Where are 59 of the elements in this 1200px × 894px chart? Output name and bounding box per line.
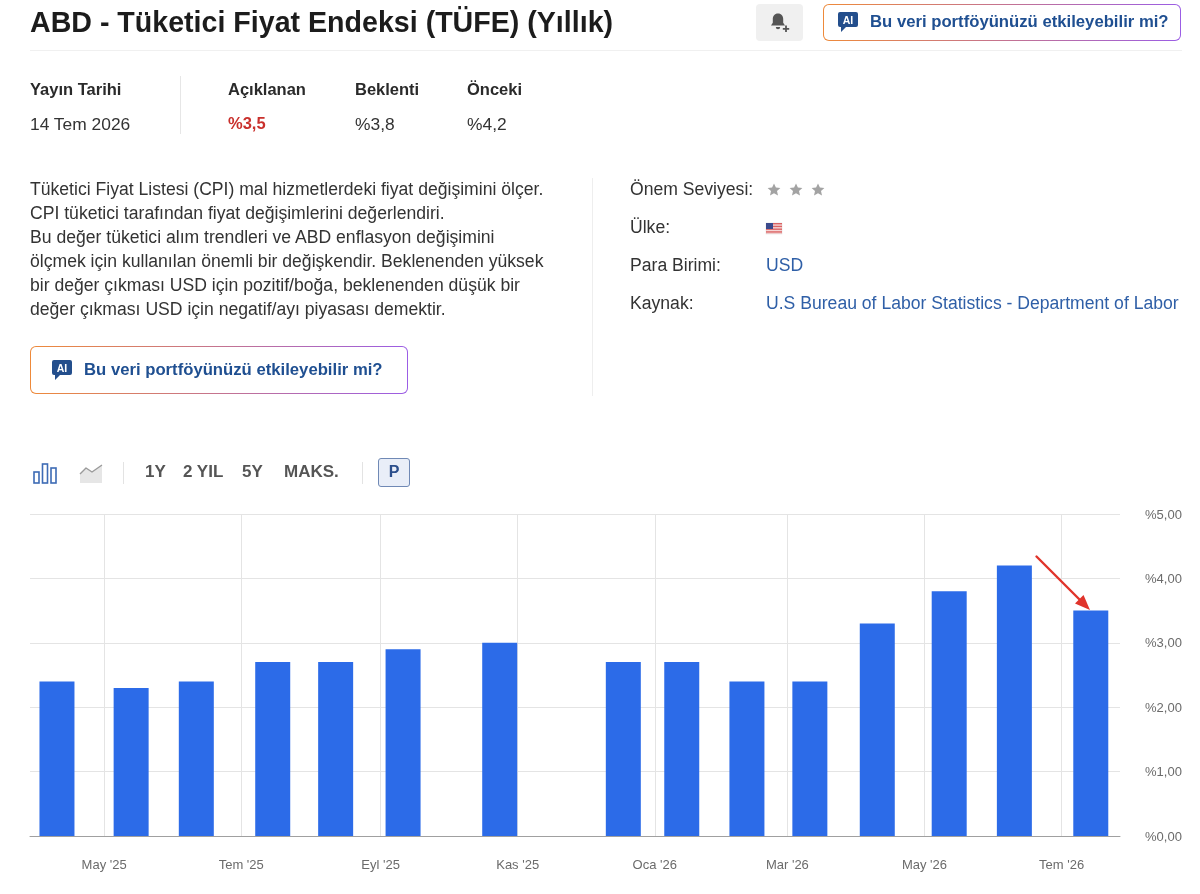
text: %3,5 (228, 114, 266, 134)
text: Açıklanan (228, 80, 306, 100)
x-tick-label: May '26 (901, 857, 948, 872)
text: 5Y (242, 461, 263, 483)
bar (482, 642, 518, 836)
x-tick-label: Oca '26 (632, 857, 677, 872)
text: ölçmek için kullanılan önemli bir değişkendir. Beklenenden yüksek (30, 251, 544, 273)
text: bir değer çıkması USD için pozitif/boğa, beklenenden düşük bir (30, 275, 520, 297)
bar (255, 662, 291, 836)
y-tick-label: %4,00 (1145, 570, 1182, 586)
y-tick-label: %2,00 (1145, 699, 1182, 715)
text: CPI tüketici tarafından fiyat değişimlerini değerlendiri. (30, 203, 445, 225)
bar (113, 687, 149, 836)
text: %4,2 (467, 113, 507, 135)
text: Kaynak: (630, 293, 694, 315)
text: Para Birimi: (630, 255, 721, 277)
text: Bu veri portföyünüzü etkileyebilir mi? (870, 11, 1169, 33)
text: MAKS. (284, 461, 339, 483)
text: USD (766, 255, 804, 277)
chart-title: ABD - Tüketici Fiyat Endeksi (TÜFE) (Yıllık) (30, 4, 614, 40)
bar (178, 681, 214, 836)
x-tick-label: Kas '25 (496, 857, 540, 872)
bar (729, 681, 765, 836)
text: Beklenti (355, 80, 420, 100)
text: Ülke: (630, 217, 671, 239)
text: Bu veri portföyünüzü etkileyebilir mi? (84, 359, 383, 381)
y-tick-label: %0,00 (1145, 828, 1182, 844)
bar (792, 681, 828, 836)
bar (664, 662, 700, 836)
x-tick-label: Eyl '25 (361, 857, 400, 872)
bar (318, 662, 354, 836)
text: 14 Tem 2026 (30, 113, 131, 135)
text: Yayın Tarihi (30, 80, 122, 100)
x-tick-label: May '25 (81, 857, 127, 872)
text: U.S Bureau of Labor Statistics - Department of Labor (766, 293, 1179, 315)
bar (1073, 610, 1109, 836)
text: Önem Seviyesi: (630, 179, 754, 201)
bar (39, 681, 75, 836)
text: Bu değer tüketici alım trendleri ve ABD enflasyon değişimini (30, 227, 495, 249)
text: 2 YIL (183, 461, 224, 483)
text: 1Y (145, 461, 166, 483)
bar (859, 623, 895, 836)
x-tick-label: Tem '26 (1039, 857, 1085, 872)
y-tick-label: %5,00 (1145, 506, 1182, 522)
bar (996, 565, 1032, 836)
y-tick-label: %1,00 (1145, 764, 1182, 780)
text: değer çıkması USD için negatif/ayı piyasası demektir. (30, 299, 446, 321)
text: Önceki (467, 80, 523, 100)
x-tick-label: Tem '25 (218, 857, 264, 872)
bar (605, 662, 641, 836)
chat-bubble-icon: AI (51, 359, 73, 381)
chat-bubble-icon: AI (837, 11, 859, 33)
y-tick-label: %3,00 (1145, 635, 1182, 651)
text: Tüketici Fiyat Listesi (CPI) mal hizmetlerdeki fiyat değişimini ölçer. (30, 179, 544, 201)
x-tick-label: Mar '26 (765, 857, 809, 872)
bar (385, 649, 421, 836)
text: P (388, 462, 400, 482)
text: %3,8 (355, 113, 395, 135)
bar (931, 591, 967, 836)
